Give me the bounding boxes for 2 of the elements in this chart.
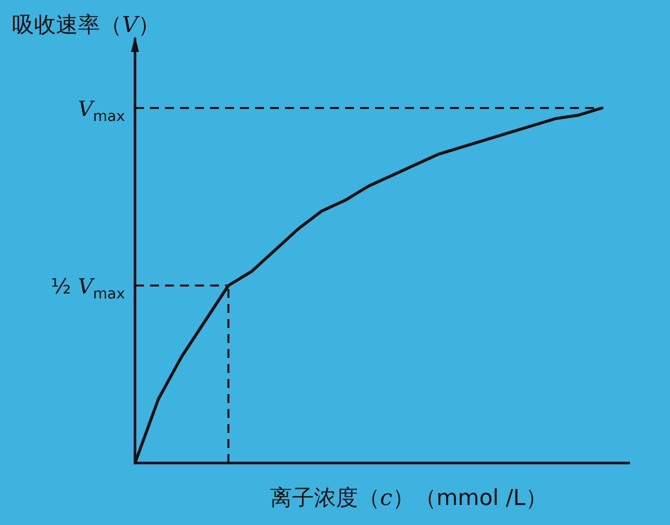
ylabel: 吸收速率（V）: [12, 13, 160, 38]
xlabel: 离子浓度（c）（mmol /L）: [270, 486, 548, 511]
